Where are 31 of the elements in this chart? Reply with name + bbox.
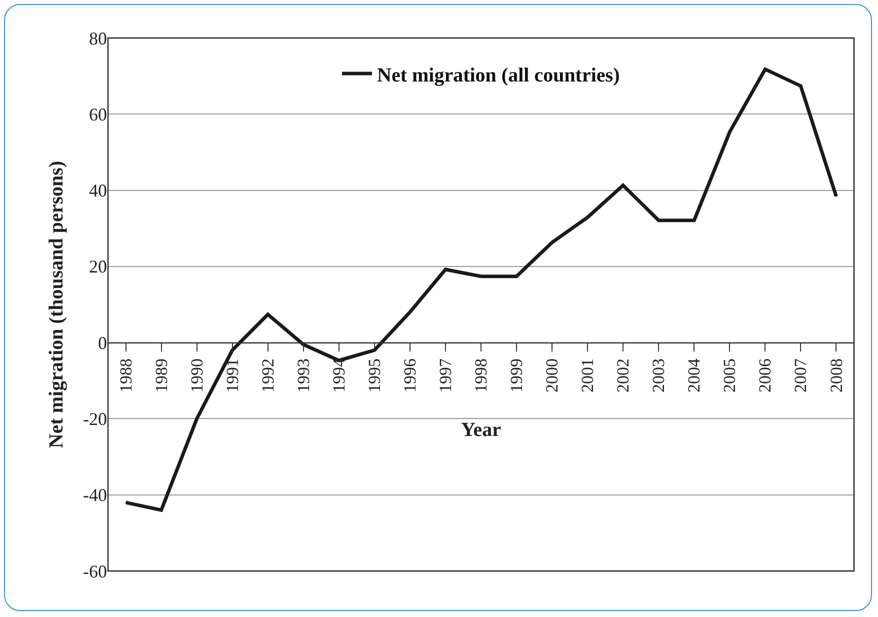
y-tick-label: -40 bbox=[83, 485, 107, 506]
x-tick-label: 1998 bbox=[472, 358, 491, 392]
x-tick-label: 2007 bbox=[791, 358, 810, 392]
x-tick-label: 2008 bbox=[826, 358, 846, 392]
x-tick-label: 1996 bbox=[400, 358, 420, 392]
y-tick-label: 60 bbox=[89, 104, 107, 124]
x-tick-label: 2003 bbox=[649, 358, 668, 392]
y-tick-label: 80 bbox=[89, 28, 107, 48]
y-tick-label: -60 bbox=[83, 561, 107, 582]
x-tick-label: 2002 bbox=[614, 358, 633, 392]
x-axis-title: Year bbox=[461, 418, 502, 441]
y-tick-label: -20 bbox=[83, 409, 107, 430]
x-tick-label: 1991 bbox=[222, 358, 242, 392]
x-tick-label: 1992 bbox=[258, 358, 278, 392]
x-tick-label: 2005 bbox=[720, 358, 740, 392]
x-tick-label: 1995 bbox=[364, 358, 384, 392]
x-tick-label: 1997 bbox=[436, 358, 456, 392]
x-tick-label: 1988 bbox=[116, 358, 136, 392]
legend-label: Net migration (all countries) bbox=[377, 64, 620, 86]
x-tick-label: 2006 bbox=[756, 358, 775, 392]
y-tick-label: 0 bbox=[98, 332, 107, 353]
x-tick-label: 1990 bbox=[187, 358, 206, 392]
x-tick-label: 2000 bbox=[542, 358, 562, 392]
x-tick-label: 1989 bbox=[152, 358, 171, 392]
x-tick-label: 1993 bbox=[294, 358, 313, 392]
x-tick-label: 1999 bbox=[507, 358, 526, 392]
y-tick-label: 40 bbox=[89, 180, 107, 201]
y-tick-label: 20 bbox=[89, 256, 107, 277]
x-tick-label: 2001 bbox=[578, 358, 598, 392]
x-tick-label: 2004 bbox=[684, 358, 704, 392]
y-axis-title: Net migration (thousand persons) bbox=[46, 160, 68, 448]
